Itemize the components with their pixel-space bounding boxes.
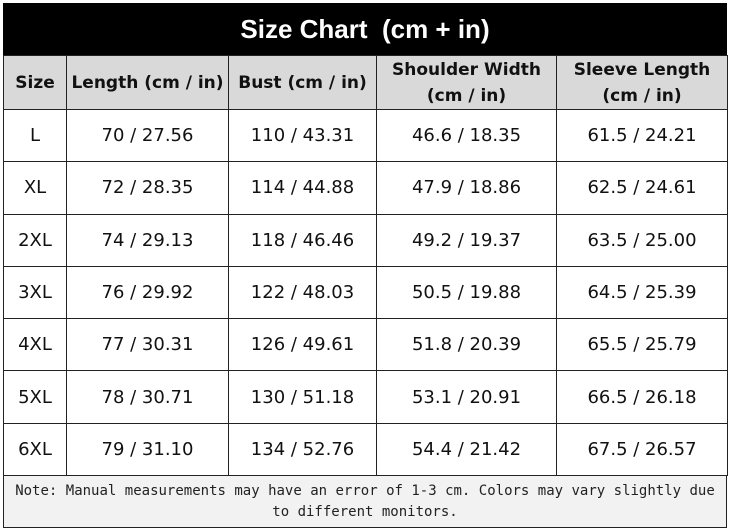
table-cell: L: [3, 108, 67, 163]
table-row: 4XL 77 / 30.31 126 / 49.61 51.8 / 20.39 65.5…: [3, 318, 728, 372]
table-cell: 78 / 30.71: [66, 370, 229, 424]
header-text: Bust (cm / in): [238, 72, 367, 93]
table-cell: 134 / 52.76: [228, 422, 377, 477]
header-row: Size Length (cm / in) Bust (cm / in) Should…: [3, 55, 728, 110]
table-row: L 70 / 27.56 110 / 43.31 46.6 / 18.35 61.5 /…: [3, 108, 728, 163]
table-cell: 130 / 51.18: [228, 370, 377, 424]
header-text: Length (cm / in): [71, 72, 224, 93]
table-cell: 47.9 / 18.86: [376, 161, 557, 215]
table-cell: 110 / 43.31: [228, 108, 377, 163]
table-cell: 72 / 28.35: [66, 161, 229, 215]
table-cell: 46.6 / 18.35: [376, 108, 557, 163]
table-cell: 6XL: [3, 422, 67, 477]
table-cell: XL: [3, 161, 67, 215]
table-cell: 50.5 / 19.88: [376, 265, 557, 320]
table-cell: 64.5 / 25.39: [556, 265, 728, 320]
header-text: Sleeve Length (cm / in): [573, 59, 711, 106]
title: Size Chart (cm + in): [3, 3, 727, 55]
table-cell: 66.5 / 26.18: [556, 370, 728, 424]
table-cell: 5XL: [3, 370, 67, 424]
table-cell: 114 / 44.88: [228, 161, 377, 215]
table-cell: 63.5 / 25.00: [556, 213, 728, 267]
table-row: 6XL 79 / 31.10 134 / 52.76 54.4 / 21.42 67.5…: [3, 422, 728, 477]
header-cell: Size: [3, 55, 67, 110]
table-row: 2XL 74 / 29.13 118 / 46.46 49.2 / 19.37 63.5…: [3, 213, 728, 267]
size-chart: Size Chart (cm + in) Size Length (cm / in…: [3, 3, 728, 529]
table-cell: 65.5 / 25.79: [556, 318, 728, 372]
table-cell: 122 / 48.03: [228, 265, 377, 320]
table-cell: 118 / 46.46: [228, 213, 377, 267]
table-row: XL 72 / 28.35 114 / 44.88 47.9 / 18.86 62.5 …: [3, 161, 728, 215]
table-row: 3XL 76 / 29.92 122 / 48.03 50.5 / 19.88 64.5…: [3, 265, 728, 320]
table-cell: 54.4 / 21.42: [376, 422, 557, 477]
table-cell: 3XL: [3, 265, 67, 320]
size-table: Size Length (cm / in) Bust (cm / in) Should…: [3, 55, 728, 477]
table-cell: 74 / 29.13: [66, 213, 229, 267]
header-cell: Sleeve Length (cm / in): [556, 55, 728, 110]
table-cell: 77 / 30.31: [66, 318, 229, 372]
table-cell: 126 / 49.61: [228, 318, 377, 372]
table-cell: 79 / 31.10: [66, 422, 229, 477]
table-cell: 2XL: [3, 213, 67, 267]
table-cell: 4XL: [3, 318, 67, 372]
table-cell: 53.1 / 20.91: [376, 370, 557, 424]
table-cell: 61.5 / 24.21: [556, 108, 728, 163]
table-cell: 49.2 / 19.37: [376, 213, 557, 267]
table-body: L 70 / 27.56 110 / 43.31 46.6 / 18.35 61.5 /…: [3, 108, 728, 477]
table-row: 5XL 78 / 30.71 130 / 51.18 53.1 / 20.91 66.5…: [3, 370, 728, 424]
table-cell: 62.5 / 24.61: [556, 161, 728, 215]
note: Note: Manual measurements may have an er…: [3, 476, 727, 529]
header-cell: Length (cm / in): [66, 55, 229, 110]
header-cell: Bust (cm / in): [228, 55, 377, 110]
header-text: Size: [15, 72, 55, 93]
table-cell: 67.5 / 26.57: [556, 422, 728, 477]
header-cell: Shoulder Width (cm / in): [376, 55, 557, 110]
table-cell: 70 / 27.56: [66, 108, 229, 163]
table-cell: 51.8 / 20.39: [376, 318, 557, 372]
header-text: Shoulder Width (cm / in): [392, 59, 541, 106]
table-cell: 76 / 29.92: [66, 265, 229, 320]
